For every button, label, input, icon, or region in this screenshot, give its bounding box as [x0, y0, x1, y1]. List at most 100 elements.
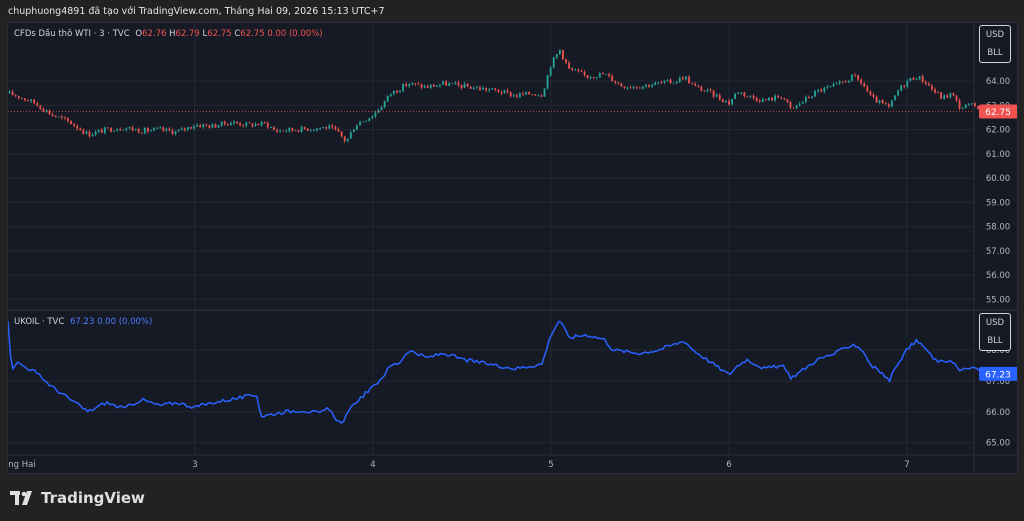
candle-body [325, 127, 328, 129]
candle-body [392, 90, 395, 94]
chart-canvas[interactable]: 64.0063.0062.0061.0060.0059.0058.0057.00… [8, 23, 1018, 474]
candle-body [531, 94, 534, 96]
candle-body [1017, 110, 1018, 111]
candle-body [45, 110, 48, 112]
candle-body [620, 83, 623, 87]
candle-body [592, 77, 595, 79]
bottom-price-tag: 67.23 [985, 370, 1011, 380]
candle-body [420, 84, 423, 88]
candle-body [322, 127, 325, 129]
bottom-y-tick-label-1: 67.00 [986, 377, 1010, 387]
candle-body [549, 67, 552, 76]
candle-body [614, 81, 617, 83]
candle-body [903, 85, 906, 87]
top-l-label: L [202, 29, 208, 39]
top-y-tick-label-5: 59.00 [986, 198, 1010, 208]
candle-body [638, 87, 641, 89]
candle-body [608, 74, 610, 76]
candle-body [503, 90, 506, 94]
candle-body [866, 86, 869, 92]
candle-body [568, 62, 571, 69]
candle-body [648, 84, 650, 87]
top-unit-selector[interactable]: USD BLL [979, 25, 1011, 63]
candle-body [313, 129, 315, 131]
candle-body [146, 128, 149, 132]
candle-body [761, 99, 764, 102]
candle-body [73, 124, 76, 126]
candle-body [328, 125, 331, 129]
candle-body [439, 84, 441, 86]
candle-body [193, 126, 195, 129]
candle-body [269, 127, 272, 128]
candle-body [442, 81, 444, 85]
ukoil-series-line[interactable] [8, 320, 1018, 424]
x-tick-label-1: 3 [192, 460, 197, 470]
candle-body [374, 112, 377, 117]
candle-body [399, 90, 401, 93]
bottom-unit-selector[interactable]: USD BLL [979, 313, 1011, 351]
candle-body [774, 95, 776, 101]
candle-body [113, 131, 115, 132]
top-y-tick-label-7: 57.00 [986, 247, 1010, 257]
candle-body [672, 82, 675, 84]
bottom-symbol[interactable]: UKOIL · TVC [14, 317, 65, 327]
candle-body [817, 89, 820, 92]
candle-body [54, 115, 57, 117]
top-y-tick-label-8: 56.00 [986, 271, 1010, 281]
candle-body [731, 98, 733, 105]
candle-body [900, 85, 903, 91]
candle-body [635, 86, 638, 88]
candle-body [534, 94, 537, 96]
candle-body [309, 130, 312, 131]
candle-body [927, 83, 930, 86]
chart-frame[interactable]: 64.0063.0062.0061.0060.0059.0058.0057.00… [7, 22, 1018, 474]
candle-body [540, 95, 543, 97]
candle-body [709, 89, 712, 91]
candle-body [223, 121, 226, 125]
candle-body [140, 132, 143, 134]
candle-body [17, 96, 20, 98]
candle-body [740, 92, 743, 94]
top-c-value: 62.75 [240, 29, 265, 39]
candle-body [100, 129, 103, 133]
candle-body [669, 79, 672, 83]
candle-body [758, 100, 761, 102]
candle-body [700, 86, 703, 91]
candle-body [918, 76, 921, 80]
candle-body [543, 88, 546, 97]
candle-body [522, 93, 524, 95]
candle-body [623, 86, 626, 89]
bottom-legend[interactable]: UKOIL · TVC 67.23 0.00 (0.00%) [14, 317, 152, 327]
candle-body [24, 98, 26, 101]
tradingview-logo[interactable]: TradingView [10, 489, 145, 507]
candle-body [291, 127, 294, 131]
candle-body [891, 100, 893, 107]
candle-body [273, 127, 275, 130]
top-symbol[interactable]: CFDs Dầu thô WTI · 3 · TVC [14, 29, 130, 39]
candle-body [482, 88, 484, 90]
candle-body [497, 89, 500, 93]
candle-body [454, 82, 457, 84]
candle-body [168, 128, 171, 131]
candle-body [558, 49, 561, 55]
candle-body [177, 130, 180, 132]
candle-body [943, 95, 946, 99]
top-h-value: 62.79 [175, 29, 200, 39]
candle-body [408, 84, 411, 87]
top-legend[interactable]: CFDs Dầu thô WTI · 3 · TVC O62.76 H62.79… [14, 29, 323, 39]
candle-body [11, 91, 14, 96]
candle-body [565, 59, 567, 63]
candle-body [346, 138, 349, 142]
candle-body [190, 127, 192, 129]
chart-header: chuphuong4891 đã tạo với TradingView.com… [8, 6, 385, 17]
candle-body [792, 107, 795, 109]
candle-body [829, 86, 832, 88]
candle-body [645, 84, 647, 87]
candle-body [602, 73, 604, 75]
candle-body [300, 126, 303, 132]
candle-body [14, 95, 17, 97]
candle-body [974, 103, 976, 106]
candle-body [912, 77, 915, 80]
top-l-value: 62.75 [207, 29, 232, 39]
candle-body [961, 107, 964, 109]
